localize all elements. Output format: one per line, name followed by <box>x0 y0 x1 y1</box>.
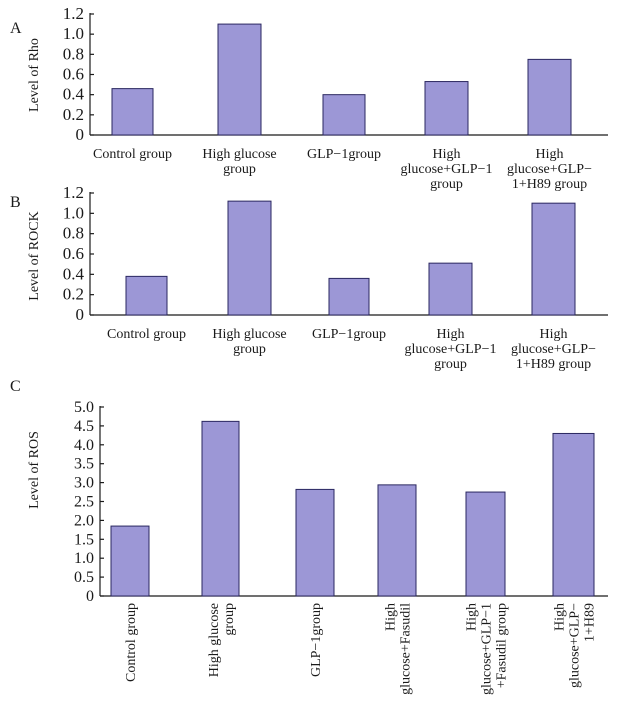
y-tick-label: 4.0 <box>74 437 94 454</box>
x-category-label: High <box>536 147 564 162</box>
x-category-label: glucose+GLP− <box>568 603 583 688</box>
x-category-label: group <box>430 177 463 192</box>
y-tick-label: 0.4 <box>63 85 85 104</box>
x-category-label: 1+H89 group <box>516 357 591 372</box>
y-tick-label: 4.5 <box>74 418 94 435</box>
bar <box>424 81 469 136</box>
panel-letter: C <box>10 378 21 395</box>
x-category-label: High <box>384 603 399 631</box>
panel-letter: B <box>10 194 21 211</box>
x-category-label: glucose+GLP−1 <box>400 162 492 177</box>
x-category-label: High glucose <box>212 327 286 342</box>
bar <box>295 488 335 597</box>
x-category-label: GLP−1group <box>307 147 381 162</box>
y-axis-title: Level of ROS <box>27 431 42 509</box>
bar <box>227 200 272 316</box>
y-tick-label: 0.8 <box>63 44 84 63</box>
y-tick-label: 0 <box>86 588 94 605</box>
x-category-label: group <box>222 603 237 636</box>
y-axis-title: Level of ROCK <box>27 211 42 300</box>
y-tick-label: 0.2 <box>63 105 84 124</box>
x-category-label: glucose+Fasudil <box>399 603 414 695</box>
y-tick-label: 1.5 <box>74 531 94 548</box>
bar <box>328 277 370 316</box>
y-axis-title: Level of Rho <box>27 38 42 112</box>
bar <box>217 23 262 136</box>
bar <box>110 525 150 597</box>
y-tick-label: 1.0 <box>63 203 84 222</box>
x-category-label: glucose+GLP− <box>507 162 592 177</box>
y-tick-label: 0.6 <box>63 244 84 263</box>
bar <box>531 202 576 316</box>
x-category-label: High <box>437 327 465 342</box>
y-tick-label: 1.2 <box>63 183 84 202</box>
bar <box>201 420 240 597</box>
x-category-label: High glucose <box>207 603 222 677</box>
y-tick-label: 0.4 <box>63 264 85 283</box>
y-tick-label: 1.0 <box>74 550 94 567</box>
x-category-label: High <box>465 603 480 631</box>
y-tick-label: 1.0 <box>63 24 84 43</box>
x-category-label: High glucose <box>202 147 276 162</box>
y-tick-label: 0.5 <box>74 569 94 586</box>
y-tick-label: 5.0 <box>74 399 94 416</box>
x-category-label: Control group <box>93 147 172 162</box>
y-tick-label: 3.5 <box>74 456 94 473</box>
x-category-label: GLP−1group <box>309 603 324 677</box>
x-category-label: glucose+GLP− <box>511 342 596 357</box>
bar <box>125 275 168 316</box>
x-category-label: group <box>434 357 467 372</box>
y-tick-label: 0.8 <box>63 224 84 243</box>
x-category-label: 1+H89 group <box>512 177 587 192</box>
x-category-label: High <box>540 327 568 342</box>
bar <box>527 58 572 136</box>
x-category-label: glucose+GLP−1 <box>404 342 496 357</box>
x-category-label: High <box>433 147 461 162</box>
y-tick-label: 2.5 <box>74 494 94 511</box>
bar <box>428 262 473 316</box>
panel-letter: A <box>10 20 22 37</box>
x-category-label: glucose+GLP−1 <box>480 603 495 695</box>
y-tick-label: 0.6 <box>63 65 84 84</box>
bar <box>552 432 595 597</box>
x-category-label: Control group <box>124 603 139 682</box>
y-tick-label: 0 <box>76 125 85 144</box>
x-category-label: group <box>223 162 256 177</box>
x-category-label: High <box>553 603 568 631</box>
bar <box>465 491 506 597</box>
bar <box>377 484 417 597</box>
x-category-label: group <box>233 342 266 357</box>
bar <box>322 94 366 136</box>
x-category-label: GLP−1group <box>312 327 386 342</box>
y-tick-label: 3.0 <box>74 475 94 492</box>
y-tick-label: 0 <box>76 305 85 324</box>
x-category-label: 1+H89 <box>583 603 598 642</box>
y-tick-label: 1.2 <box>63 4 84 23</box>
x-category-label: +Fasudil group <box>495 603 510 688</box>
y-tick-label: 2.0 <box>74 512 94 529</box>
y-tick-label: 0.2 <box>63 285 84 304</box>
x-category-label: Control group <box>107 327 186 342</box>
bar <box>111 88 154 136</box>
